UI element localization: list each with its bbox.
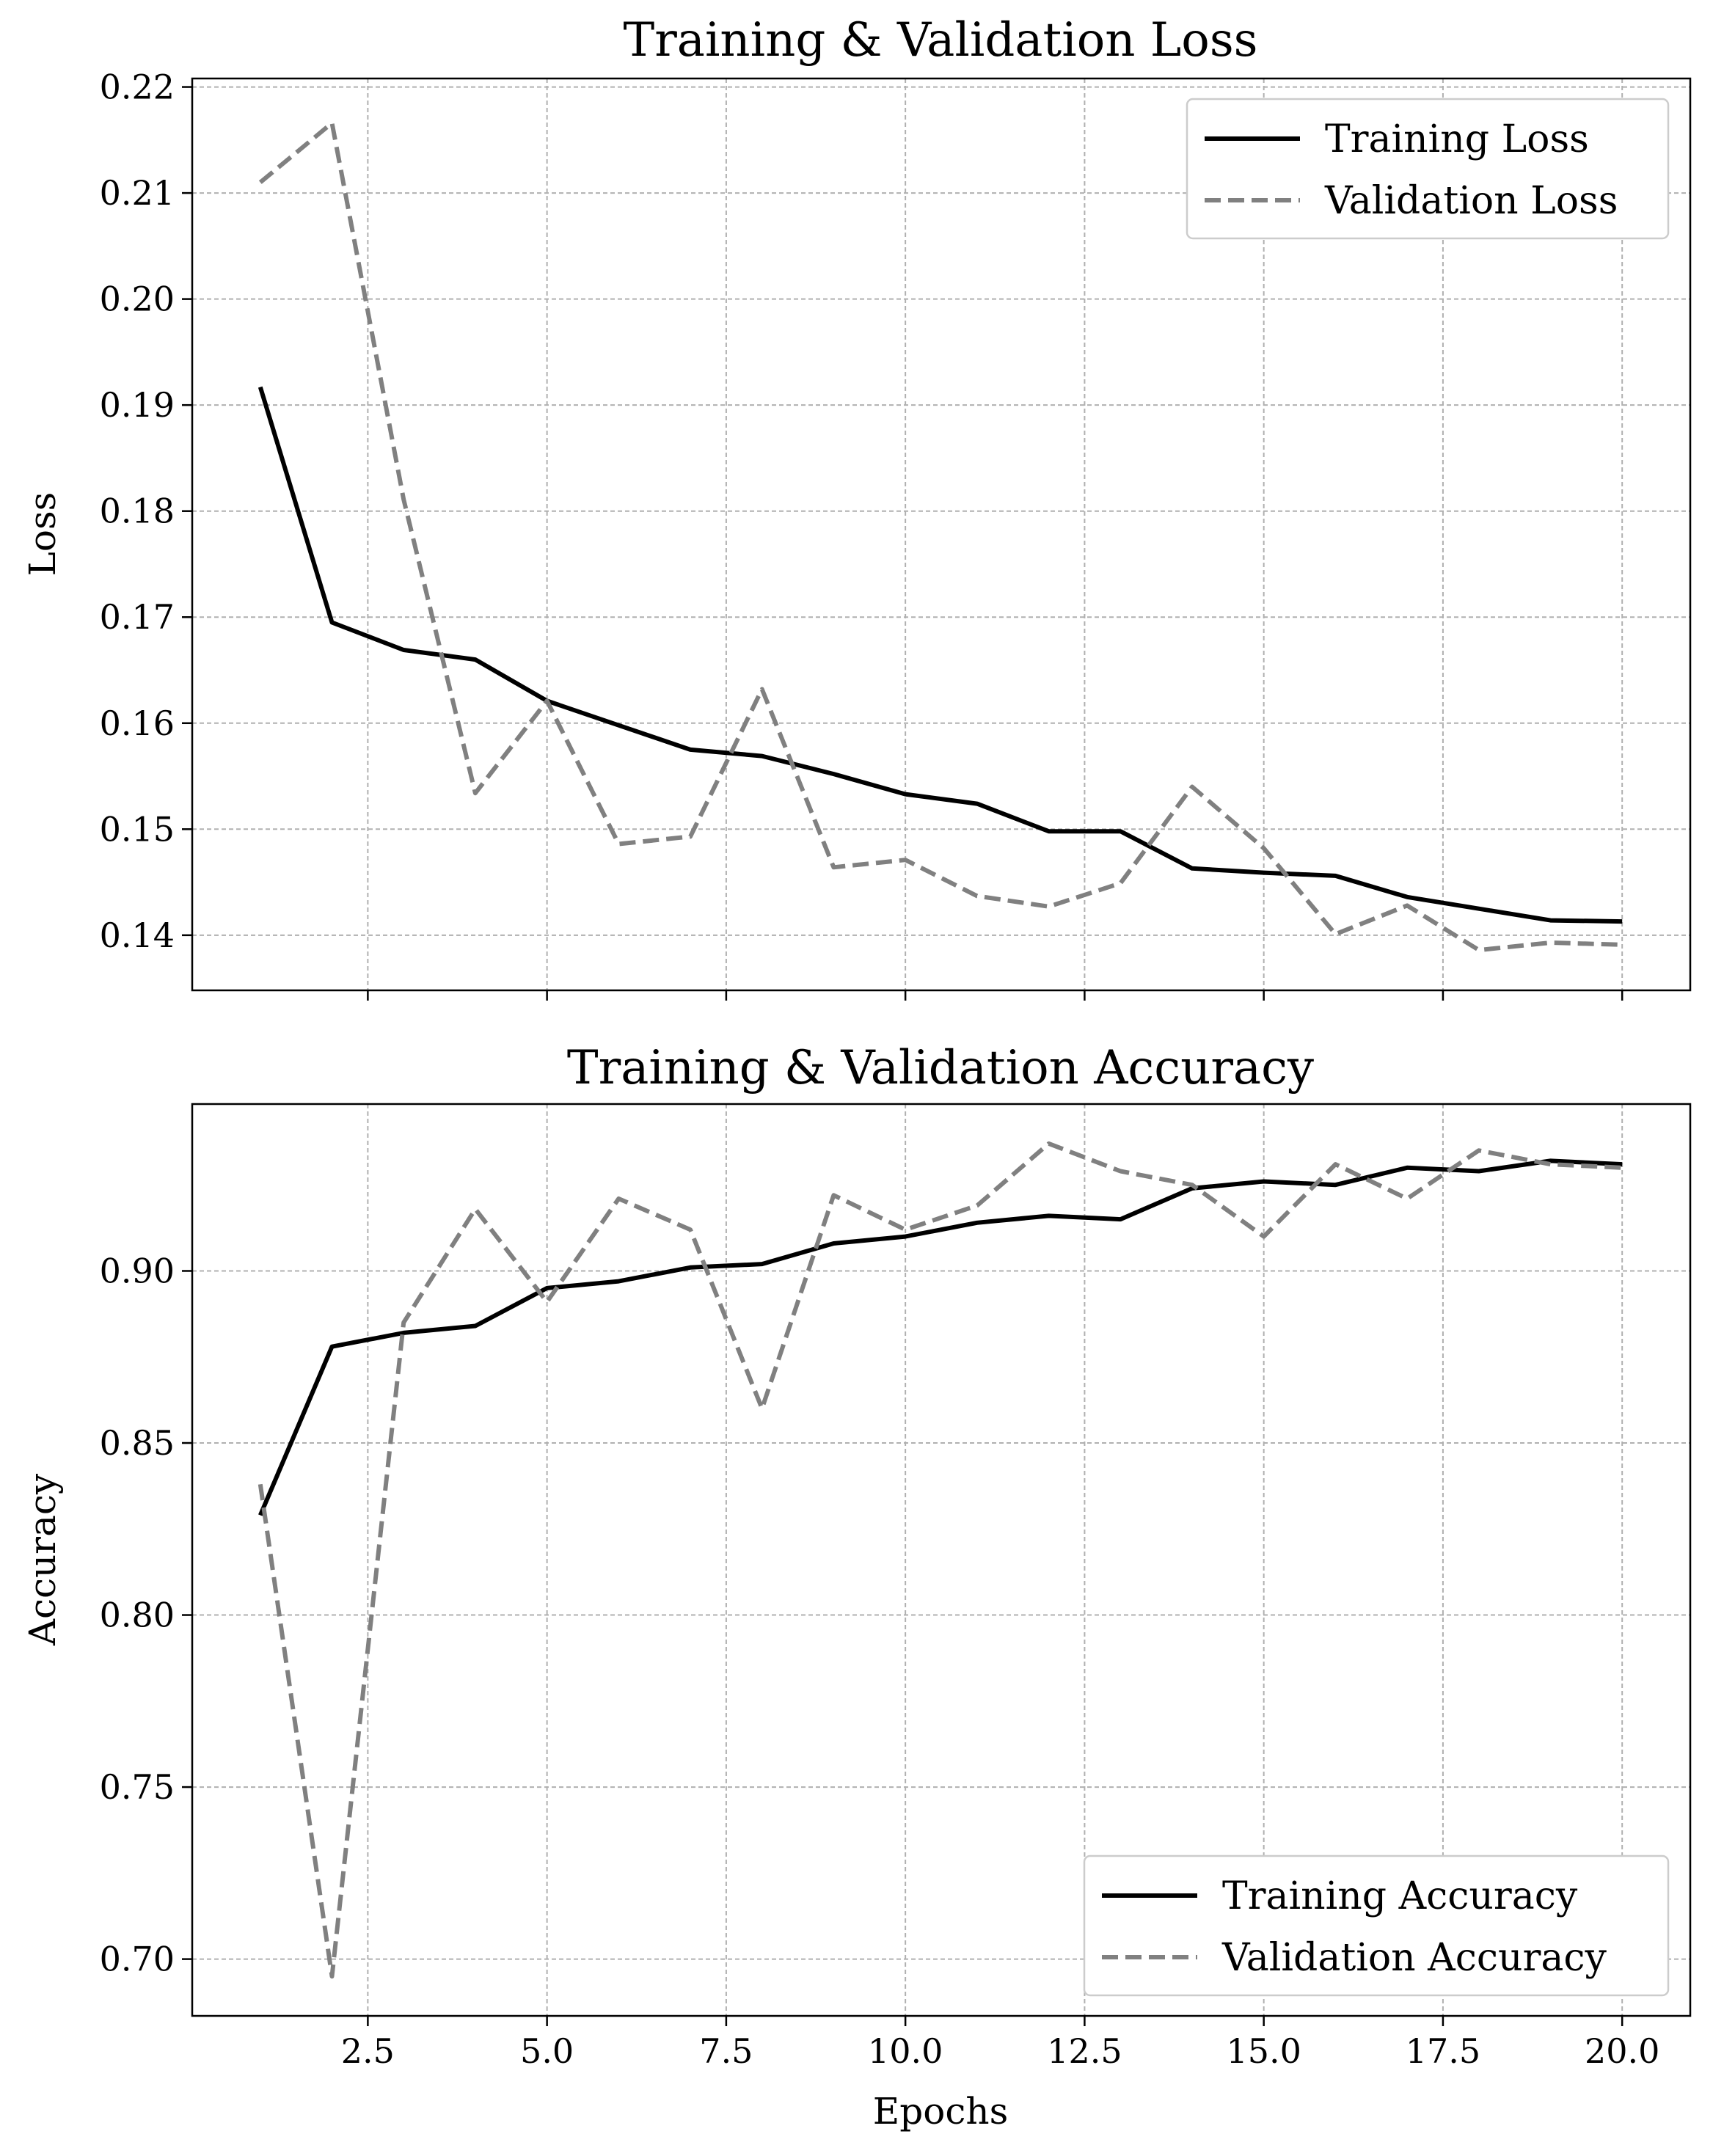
- loss-y-axis-label: Loss: [21, 492, 64, 577]
- accuracy-y-tick-label: 0.70: [100, 1940, 175, 1979]
- accuracy-y-tick-label: 0.75: [100, 1767, 175, 1807]
- loss-y-tick-label: 0.14: [100, 916, 175, 955]
- accuracy-legend-label: Validation Accuracy: [1221, 1936, 1607, 1980]
- loss-series-validation-line: [258, 120, 1623, 953]
- loss-chart-title: Training & Validation Loss: [624, 13, 1258, 67]
- accuracy-x-tick-label: 2.5: [341, 2031, 395, 2071]
- loss-legend-label: Training Loss: [1325, 117, 1589, 161]
- accuracy-panel: Training & Validation Accuracy 2.5 5.0 7.5…: [21, 1041, 1692, 2133]
- loss-legend: Training Loss Validation Loss: [1186, 98, 1670, 240]
- accuracy-x-tick-label: 10.0: [868, 2031, 943, 2071]
- loss-panel: Training & Validation Loss 0.140.150.160…: [21, 13, 1692, 1001]
- loss-y-tick-label: 0.18: [100, 492, 175, 531]
- accuracy-x-tick-label: 7.5: [699, 2031, 753, 2071]
- accuracy-y-tick-label: 0.80: [100, 1596, 175, 1635]
- accuracy-x-tick-label: 17.5: [1406, 2031, 1480, 2071]
- loss-legend-label: Validation Loss: [1324, 179, 1618, 223]
- accuracy-y-tick-label: 0.90: [100, 1251, 175, 1290]
- accuracy-x-tick-label: 20.0: [1585, 2031, 1659, 2071]
- loss-y-tick-label: 0.21: [100, 173, 175, 213]
- accuracy-x-axis-label: Epochs: [873, 2090, 1008, 2133]
- loss-y-tick-label: 0.17: [100, 597, 175, 637]
- loss-series-training-line: [258, 386, 1623, 924]
- accuracy-series-validation-line: [258, 1141, 1623, 1979]
- accuracy-series-training-line: [258, 1158, 1623, 1516]
- accuracy-series: [258, 1141, 1623, 1979]
- loss-y-tick-label: 0.20: [100, 279, 175, 319]
- loss-y-tick-label: 0.19: [100, 385, 175, 425]
- accuracy-ticks: 2.5 5.0 7.5 10.0 12.5 15.0 17.5 20.0 0.70 0.75 0.8…: [100, 1251, 1660, 2071]
- accuracy-x-tick-label: 12.5: [1047, 2031, 1122, 2071]
- loss-y-tick-label: 0.22: [100, 67, 175, 107]
- accuracy-grid: [192, 1104, 1690, 2016]
- loss-ticks: 0.14 0.15 0.16 0.17 0.18 0.19 0.20 0.21 0.22: [100, 67, 1623, 1001]
- loss-y-tick-label: 0.16: [100, 704, 175, 743]
- loss-plot-frame: [191, 77, 1692, 992]
- accuracy-chart-title: Training & Validation Accuracy: [567, 1041, 1314, 1095]
- accuracy-legend: Training Accuracy Validation Accuracy: [1083, 1854, 1670, 1997]
- loss-legend-box: [1186, 98, 1670, 240]
- loss-series: [258, 120, 1623, 953]
- accuracy-y-tick-label: 0.85: [100, 1423, 175, 1463]
- loss-y-tick-label: 0.15: [100, 809, 175, 849]
- accuracy-legend-label: Training Accuracy: [1222, 1874, 1578, 1918]
- accuracy-y-axis-label: Accuracy: [21, 1473, 64, 1646]
- accuracy-legend-box: [1083, 1854, 1670, 1997]
- accuracy-x-tick-label: 5.0: [520, 2031, 574, 2071]
- accuracy-x-tick-label: 15.0: [1226, 2031, 1301, 2071]
- loss-grid: [192, 78, 1690, 990]
- accuracy-plot-frame: [191, 1103, 1692, 2017]
